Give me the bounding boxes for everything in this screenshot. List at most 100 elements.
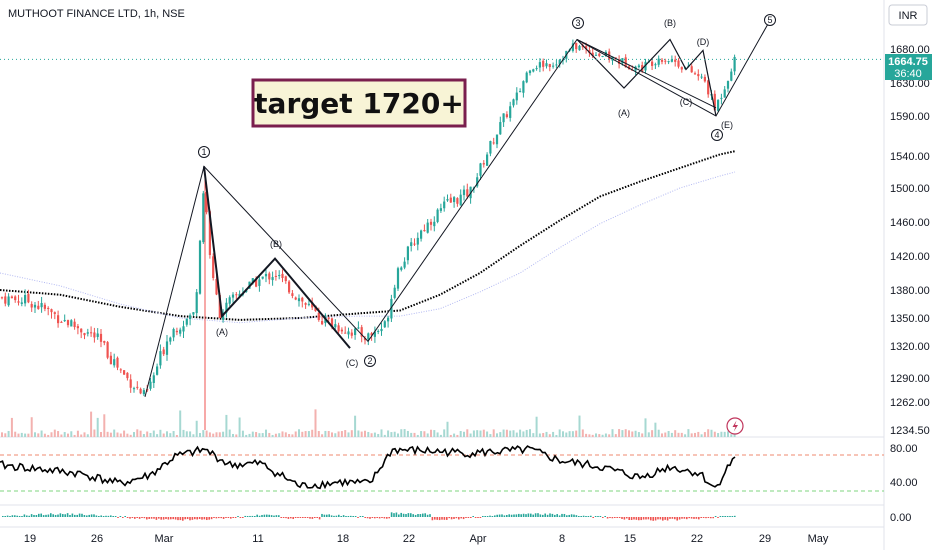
volume-bar — [548, 434, 551, 437]
volume-bar — [555, 434, 558, 437]
candle-body — [212, 256, 215, 278]
candle-body — [370, 333, 373, 336]
candle-body — [707, 80, 710, 95]
candle-body — [63, 320, 66, 322]
volume-bar — [73, 434, 76, 437]
time-tick-label: 15 — [624, 533, 636, 545]
time-tick-label: 19 — [24, 533, 36, 545]
currency-button[interactable] — [888, 4, 928, 26]
macd-bar — [66, 513, 69, 517]
volume-bar — [334, 433, 337, 437]
candle-body — [720, 97, 723, 99]
candle-body — [33, 304, 37, 308]
macd-bar — [189, 517, 191, 521]
volume-bar — [123, 430, 126, 437]
elliott-wave-lines — [144, 20, 771, 398]
macd-bar — [117, 517, 119, 518]
macd-bar — [515, 514, 518, 517]
macd-bar — [302, 517, 304, 518]
candle-body — [156, 366, 159, 375]
volume-bar — [166, 431, 168, 437]
macd-bar — [249, 515, 251, 517]
volume-bar — [684, 434, 687, 437]
macd-bar — [28, 515, 30, 517]
macd-bar — [549, 513, 551, 517]
candle-body — [344, 332, 347, 334]
macd-bar — [477, 517, 479, 518]
candle-body — [228, 297, 231, 304]
target-annotation-box[interactable] — [251, 78, 467, 128]
current-price-tag — [885, 54, 932, 80]
macd-bar — [129, 517, 131, 519]
volume-bar — [456, 434, 459, 437]
volume-bar — [608, 434, 611, 437]
candle-body — [413, 243, 416, 245]
volume-bar — [307, 431, 310, 437]
macd-bar — [496, 514, 498, 517]
volume-bar — [222, 431, 225, 437]
macd-bar — [345, 516, 347, 517]
volume-bar — [519, 429, 522, 437]
macd-bar — [542, 514, 544, 517]
candle-body — [251, 278, 254, 284]
target-annotation-text: target 1720+ — [254, 87, 464, 120]
macd-bar — [563, 513, 566, 517]
candle-body — [396, 268, 400, 289]
candle-body — [304, 303, 307, 305]
candle-body — [515, 92, 518, 101]
volume-bar — [367, 431, 370, 437]
macd-bar — [472, 516, 474, 517]
candle-body — [208, 211, 211, 255]
macd-bar — [64, 514, 66, 517]
volume-bar — [113, 429, 116, 437]
price-axis[interactable] — [884, 0, 932, 550]
volume-bar — [327, 430, 330, 437]
volume-bar — [232, 433, 234, 437]
wave-label-sub: (B) — [270, 239, 282, 249]
volume-bar — [53, 429, 56, 437]
candle-body — [30, 303, 33, 308]
volume-bar — [397, 433, 399, 437]
macd-bar — [434, 517, 436, 520]
wave-correction-abc — [203, 166, 351, 349]
candle-body — [235, 294, 238, 296]
macd-bar — [616, 517, 618, 518]
time-tick-label: May — [808, 533, 829, 545]
volume-bar — [637, 432, 640, 437]
candle-body — [624, 57, 627, 68]
volume-bar — [449, 434, 452, 437]
macd-bar — [707, 517, 710, 518]
macd-bar — [33, 514, 35, 517]
volume-bar — [707, 429, 710, 437]
candle-body — [195, 292, 198, 314]
macd-bar — [587, 516, 590, 517]
candle-body — [403, 261, 406, 268]
macd-bar — [309, 517, 311, 519]
candle-body — [654, 64, 657, 66]
macd-bar — [287, 517, 290, 519]
price-tick-label: 1420.00 — [890, 251, 930, 263]
macd-bar — [537, 513, 539, 517]
volume-bar — [687, 429, 690, 437]
wave-label-circle — [711, 129, 723, 141]
macd-bar — [119, 516, 122, 517]
price-tick-label: 1500.00 — [890, 183, 930, 195]
volume-bar — [96, 417, 99, 437]
volume-bar — [43, 433, 46, 437]
candle-body — [443, 201, 446, 209]
macd-bar — [285, 517, 287, 519]
volume-bar — [486, 431, 489, 437]
volume-bar — [694, 432, 696, 437]
macd-bar — [410, 513, 412, 517]
candle-body — [47, 307, 50, 309]
macd-bar — [405, 514, 407, 517]
candle-body — [301, 297, 304, 302]
macd-bar — [347, 516, 350, 517]
volume-bar — [631, 431, 634, 437]
volume-bar — [288, 434, 291, 437]
candle-body — [307, 303, 310, 305]
macd-bar — [323, 514, 326, 517]
volume-bar — [83, 432, 86, 437]
wave-label-sub: (C) — [680, 97, 693, 107]
